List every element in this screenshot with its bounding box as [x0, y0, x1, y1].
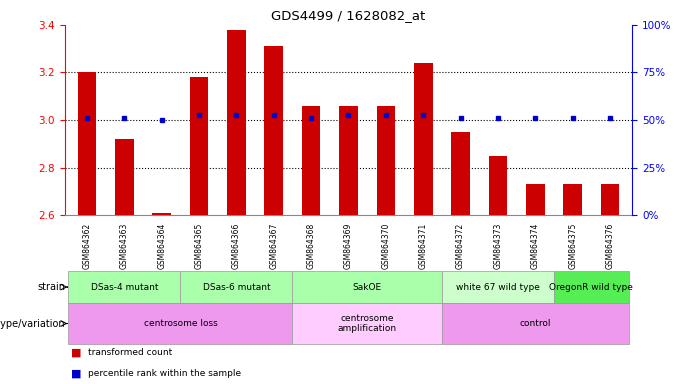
- Text: genotype/variation: genotype/variation: [0, 318, 65, 329]
- Text: percentile rank within the sample: percentile rank within the sample: [88, 369, 241, 377]
- Text: ■: ■: [71, 369, 82, 379]
- Bar: [180, 271, 292, 303]
- Text: DSas-6 mutant: DSas-6 mutant: [203, 283, 270, 291]
- Text: white 67 wild type: white 67 wild type: [456, 283, 540, 291]
- Text: centrosome
amplification: centrosome amplification: [337, 314, 396, 333]
- Text: control: control: [520, 319, 551, 328]
- Text: DSas-4 mutant: DSas-4 mutant: [90, 283, 158, 291]
- Bar: [442, 271, 554, 303]
- Bar: [78, 73, 97, 215]
- Title: GDS4499 / 1628082_at: GDS4499 / 1628082_at: [271, 9, 426, 22]
- Bar: [190, 77, 208, 215]
- Bar: [563, 184, 582, 215]
- Bar: [302, 106, 320, 215]
- Bar: [227, 30, 245, 215]
- Bar: [526, 184, 545, 215]
- Bar: [292, 303, 442, 344]
- Bar: [452, 132, 470, 215]
- Bar: [265, 46, 283, 215]
- Bar: [115, 139, 134, 215]
- Text: transformed count: transformed count: [88, 348, 173, 356]
- Bar: [600, 184, 619, 215]
- Text: strain: strain: [37, 282, 65, 292]
- Text: centrosome loss: centrosome loss: [143, 319, 218, 328]
- Bar: [489, 156, 507, 215]
- Text: ■: ■: [71, 348, 82, 358]
- Bar: [414, 63, 432, 215]
- Text: SakOE: SakOE: [353, 283, 381, 291]
- Bar: [377, 106, 395, 215]
- Bar: [68, 271, 180, 303]
- Bar: [339, 106, 358, 215]
- Bar: [554, 271, 629, 303]
- Bar: [68, 303, 292, 344]
- Bar: [442, 303, 629, 344]
- Text: OregonR wild type: OregonR wild type: [549, 283, 633, 291]
- Bar: [292, 271, 442, 303]
- Bar: [152, 213, 171, 215]
